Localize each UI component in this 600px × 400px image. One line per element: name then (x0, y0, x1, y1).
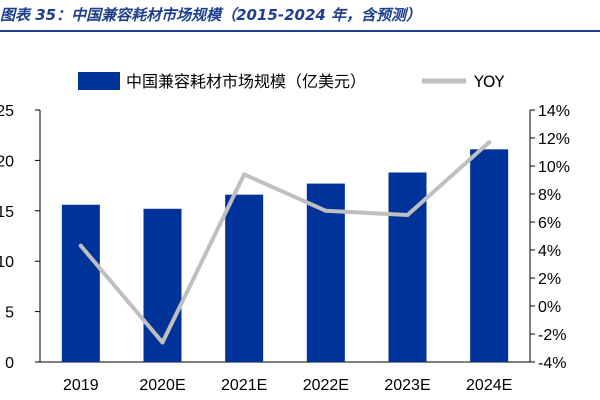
yoy-series (78, 140, 492, 345)
yoy-point-2024E (487, 140, 492, 145)
x-tick-label: 2023E (384, 377, 430, 394)
x-tick-label: 2019 (63, 377, 99, 394)
right-tick-label: 8% (538, 187, 561, 204)
left-tick-label: 5 (5, 305, 14, 322)
right-tick-label: 14% (538, 103, 570, 120)
left-tick-label: 0 (5, 355, 14, 372)
yoy-point-2021E (242, 172, 247, 177)
right-tick-label: -4% (538, 355, 566, 372)
right-axis: -4% -2% 0% 2% 4% 6% 8% 10% 12% 14% (529, 103, 570, 372)
bar-2024E (470, 149, 509, 362)
yoy-line (78, 140, 492, 345)
left-axis: 0 5 10 15 20 25 (0, 103, 41, 372)
legend-line-label: YOY (473, 72, 505, 91)
left-tick-label: 10 (0, 254, 14, 271)
legend-bar-swatch (78, 72, 120, 90)
legend: 中国兼容耗材市场规模（亿美元） YOY (78, 72, 505, 91)
legend-bar-label: 中国兼容耗材市场规模（亿美元） (126, 72, 366, 91)
title-rule (0, 30, 600, 32)
bar-2021E (225, 194, 264, 362)
bar-series (61, 149, 509, 362)
x-tick-label: 2020E (139, 377, 185, 394)
right-tick-label: -2% (538, 327, 566, 344)
right-tick-label: 6% (538, 215, 561, 232)
yoy-point-2023E (405, 213, 410, 217)
right-tick-label: 4% (538, 243, 561, 260)
left-tick-label: 15 (0, 204, 14, 221)
figure-title: 图表 35：中国兼容耗材市场规模（2015-2024 年，含预测） (0, 6, 422, 24)
bar-2019 (61, 204, 100, 362)
yoy-point-2022E (323, 208, 328, 213)
x-tick-label: 2021E (221, 377, 267, 394)
x-tick-label: 2022E (303, 377, 349, 394)
x-axis: 2019 2020E 2021E 2022E 2023E 2024E (40, 361, 530, 394)
left-tick-label: 20 (0, 153, 14, 170)
right-tick-label: 12% (538, 131, 570, 148)
yoy-point-2019 (78, 243, 83, 248)
right-tick-label: 0% (538, 299, 561, 316)
right-tick-label: 10% (538, 159, 570, 176)
yoy-point-2020E (160, 340, 165, 345)
right-tick-label: 2% (538, 271, 561, 288)
left-tick-label: 25 (0, 103, 14, 120)
bar-2020E (143, 208, 182, 362)
x-tick-label: 2024E (466, 377, 512, 394)
